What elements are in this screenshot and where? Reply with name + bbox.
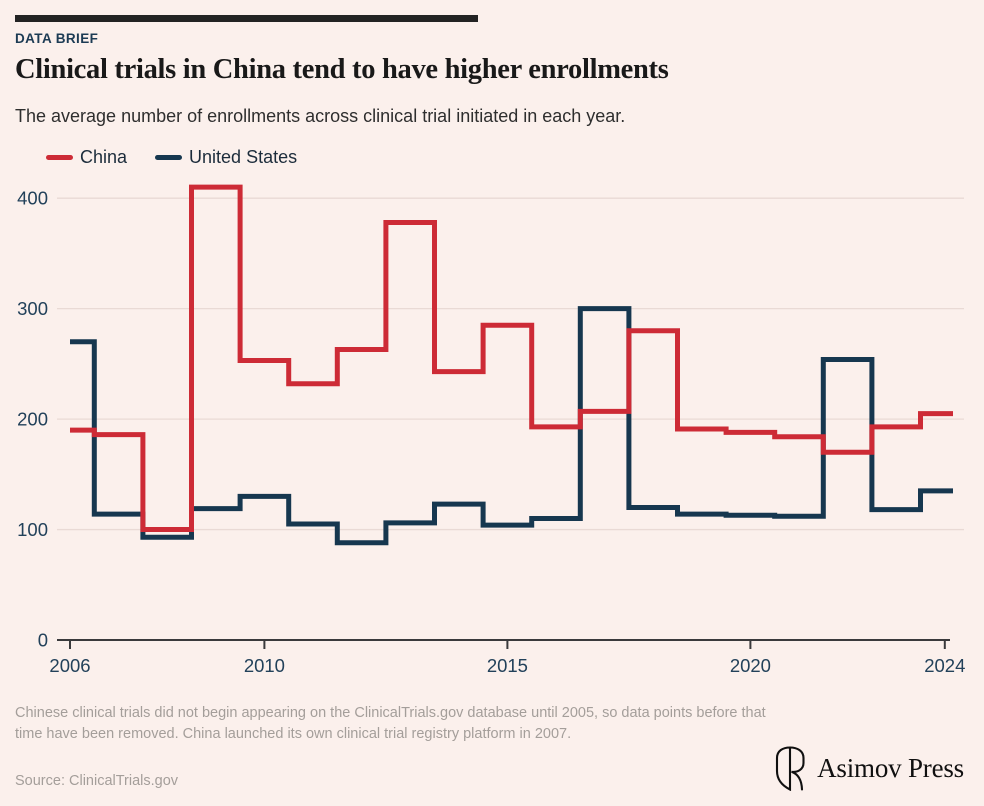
x-axis-label: 2015 bbox=[487, 655, 528, 676]
footnote: Chinese clinical trials did not begin ap… bbox=[15, 705, 766, 743]
legend: China United States bbox=[46, 147, 297, 168]
y-axis-label: 300 bbox=[17, 298, 48, 319]
legend-swatch-china bbox=[46, 155, 73, 160]
asimov-press-logo-icon bbox=[776, 746, 805, 791]
y-axis-label: 0 bbox=[38, 630, 48, 651]
legend-label-china: China bbox=[80, 147, 128, 167]
x-axis-label: 2024 bbox=[924, 655, 965, 676]
kicker: DATA BRIEF bbox=[15, 31, 99, 46]
legend-swatch-united-states bbox=[155, 155, 183, 160]
series-line-united-states bbox=[70, 306, 953, 546]
page-title: Clinical trials in China tend to have hi… bbox=[15, 54, 669, 85]
asimov-press-logo: Asimov Press bbox=[774, 745, 964, 791]
y-axis-label: 200 bbox=[17, 409, 48, 430]
x-axis-label: 2006 bbox=[49, 655, 90, 676]
subtitle: The average number of enrollments across… bbox=[15, 106, 626, 126]
asimov-press-logo-text: Asimov Press bbox=[817, 752, 964, 783]
series-line-china bbox=[70, 184, 953, 533]
source-label: Source: ClinicalTrials.gov bbox=[15, 773, 179, 789]
x-axis-label: 2010 bbox=[244, 655, 285, 676]
legend-label-united-states: United States bbox=[189, 147, 298, 167]
top-accent-bar bbox=[15, 15, 478, 22]
x-axis-label: 2020 bbox=[730, 655, 771, 676]
y-axis-label: 400 bbox=[17, 188, 48, 209]
y-axis-label: 100 bbox=[17, 519, 48, 540]
